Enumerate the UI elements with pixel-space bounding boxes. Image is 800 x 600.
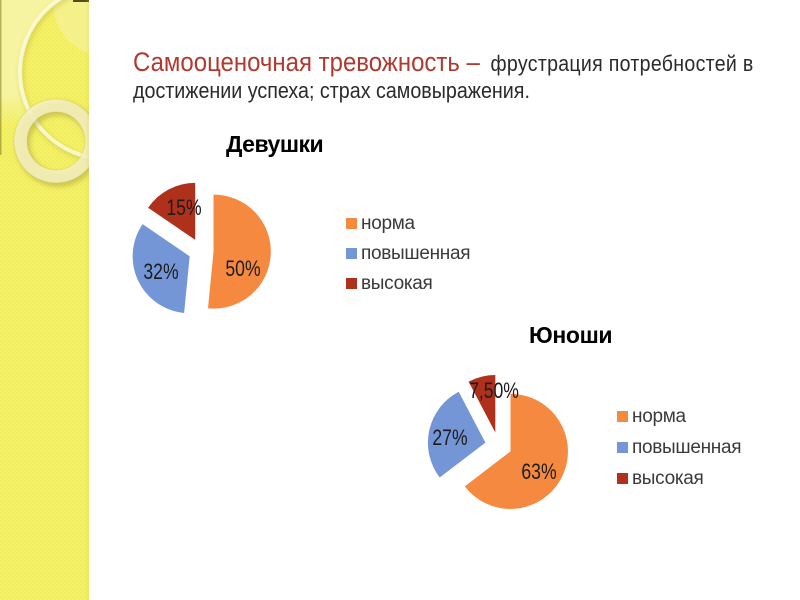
svg-text:7,50%: 7,50% xyxy=(469,379,519,403)
svg-text:27%: 27% xyxy=(432,426,467,450)
svg-text:50%: 50% xyxy=(225,257,260,281)
svg-text:63%: 63% xyxy=(521,460,556,484)
svg-text:32%: 32% xyxy=(143,260,178,284)
svg-text:15%: 15% xyxy=(166,196,201,220)
